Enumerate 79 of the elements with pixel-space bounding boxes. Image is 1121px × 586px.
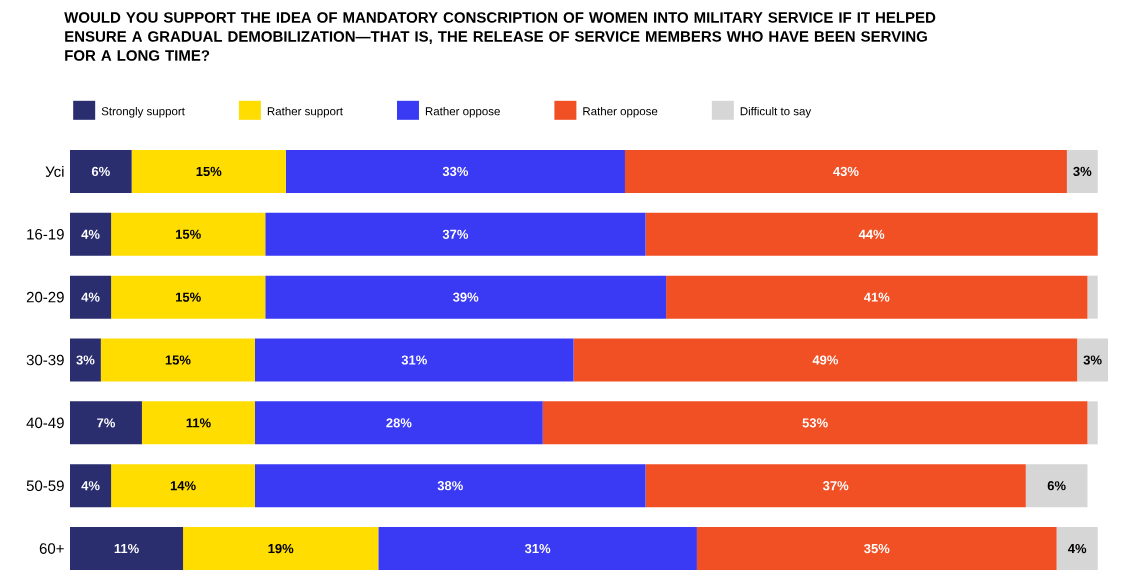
- data-label: 35%: [864, 543, 890, 554]
- bar: [111, 275, 266, 319]
- bar: [254, 338, 574, 382]
- data-label: 33%: [442, 166, 469, 177]
- data-label: 4%: [81, 292, 100, 302]
- data-label: 31%: [401, 355, 427, 365]
- data-label: 43%: [833, 166, 859, 177]
- bar: [111, 212, 266, 256]
- y-tick-label: 20-29: [26, 291, 64, 303]
- bar: [70, 464, 112, 508]
- bar: [1077, 338, 1109, 382]
- data-label: 39%: [452, 292, 479, 302]
- bar: [1066, 149, 1098, 193]
- bar: [70, 401, 142, 445]
- legend-label: Rather support: [267, 106, 343, 118]
- data-label: 53%: [802, 418, 828, 428]
- data-label: 28%: [386, 418, 412, 428]
- data-label: 6%: [91, 166, 110, 177]
- bar: [100, 338, 255, 382]
- legend-label: Strongly support: [101, 106, 185, 118]
- data-label: 38%: [437, 481, 463, 491]
- y-tick-label: 30-39: [26, 354, 64, 366]
- y-tick-label: 40-49: [26, 417, 64, 429]
- y-tick-label: 16-19: [27, 228, 64, 240]
- data-label: 4%: [1067, 544, 1087, 554]
- bar: [70, 275, 112, 319]
- data-label: 3%: [76, 355, 95, 365]
- bar: [70, 338, 101, 382]
- bar: [131, 149, 286, 193]
- y-tick-label: Усі: [45, 165, 64, 177]
- legend-label: Difficult to say: [740, 106, 812, 118]
- bar: [1056, 527, 1098, 571]
- data-label: 4%: [81, 481, 100, 491]
- bar: [254, 464, 646, 508]
- data-label: 15%: [175, 229, 201, 239]
- bar: [1087, 401, 1098, 445]
- bar: [70, 212, 112, 256]
- data-label: 31%: [524, 543, 551, 554]
- bar: [1025, 464, 1088, 508]
- data-label: 15%: [165, 355, 191, 365]
- chart-title: WOULD YOU SUPPORT THE IDEA OF MANDATORY CONSCRIPTION OF WOMEN INTO MILITARY SERVICE IF IT HELPED ENSURE A GRADUAL DEMOBILIZATION—THAT IS, THE RELEASE OF SERVICE MEMBERS WHO HAVE BEEN SERVING FOR A LONG TIME?: [64, 12, 936, 61]
- data-label: 6%: [1047, 481, 1066, 491]
- data-label: 15%: [175, 292, 201, 302]
- data-label: 3%: [1083, 355, 1102, 365]
- data-label: 19%: [268, 543, 294, 554]
- data-label: 4%: [81, 229, 100, 239]
- data-label: 49%: [812, 355, 839, 365]
- y-tick-label: 50-59: [26, 480, 64, 492]
- legend-label: Rather oppose: [583, 106, 658, 118]
- data-label: 14%: [170, 481, 196, 491]
- data-label: 37%: [442, 229, 469, 239]
- bar: [141, 401, 255, 445]
- bar: [542, 401, 1088, 445]
- y-tick-label: 60+: [39, 543, 64, 554]
- bar: [645, 212, 1098, 256]
- bar: [265, 212, 646, 256]
- data-label: 3%: [1073, 166, 1092, 177]
- bar: [696, 527, 1057, 571]
- bar: [254, 401, 543, 445]
- data-label: 11%: [186, 418, 211, 428]
- bar: [624, 149, 1067, 193]
- bar: [573, 338, 1078, 382]
- data-label: 7%: [97, 418, 116, 428]
- data-label: 37%: [822, 481, 849, 491]
- data-label: 41%: [863, 292, 890, 302]
- data-label: 11%: [114, 544, 139, 554]
- bar: [265, 275, 667, 319]
- bar: [111, 464, 255, 508]
- bar: [70, 527, 184, 571]
- bar: [183, 527, 379, 571]
- bar: [1087, 275, 1098, 319]
- bar: [645, 464, 1026, 508]
- legend-label: Rather oppose: [425, 106, 500, 118]
- bar: [666, 275, 1088, 319]
- data-label: 44%: [858, 229, 885, 239]
- bar: [285, 149, 625, 193]
- data-label: 15%: [196, 166, 222, 177]
- bar: [70, 149, 132, 193]
- bar: [378, 527, 697, 571]
